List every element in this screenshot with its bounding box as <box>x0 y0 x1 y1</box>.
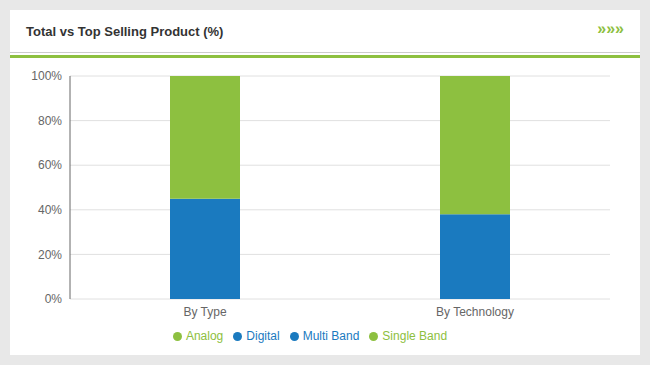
svg-text:20%: 20% <box>38 248 62 262</box>
html-text:Total vs Top Selling Product (: Total vs Top Selling Product (%) <box>26 24 224 39</box>
svg-text:By Type: By Type <box>183 305 226 319</box>
svg-text:60%: 60% <box>38 158 62 172</box>
svg-text:80%: 80% <box>38 114 62 128</box>
svg-text:0%: 0% <box>45 292 63 306</box>
svg-text:By Technology: By Technology <box>436 305 514 319</box>
html-text:Single Band: Single Band <box>382 329 448 343</box>
svg-text:100%: 100% <box>31 69 62 83</box>
html-text:Digital: Digital <box>246 329 280 343</box>
html-text:Analog: Analog <box>185 329 224 343</box>
svg-text:40%: 40% <box>38 203 62 217</box>
html-text:Multi Band: Multi Band <box>302 329 360 343</box>
